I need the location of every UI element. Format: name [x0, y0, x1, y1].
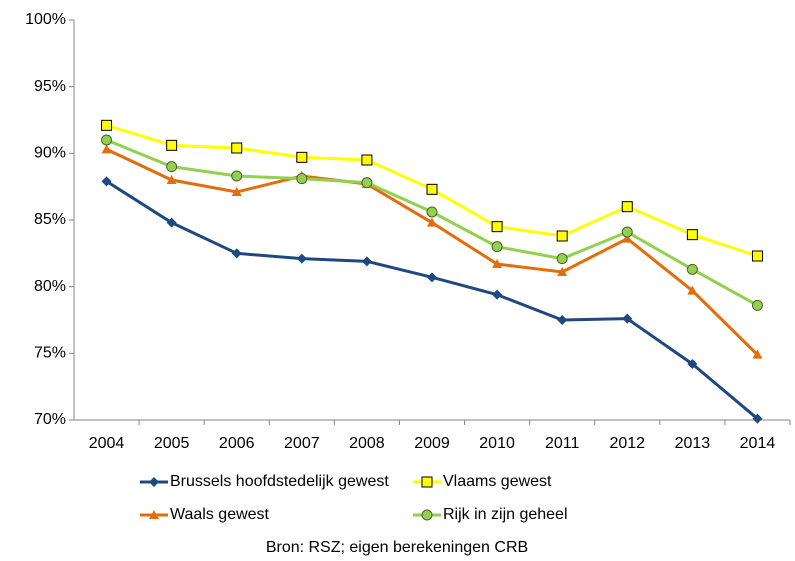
source-note: Bron: RSZ; eigen berekeningen CRB: [266, 539, 528, 556]
x-tick-label: 2012: [609, 435, 645, 452]
data-point: [556, 253, 568, 265]
data-point: [491, 241, 503, 253]
data-point: [426, 206, 438, 218]
data-point: [166, 175, 177, 184]
data-point: [622, 233, 633, 243]
data-point: [231, 142, 243, 154]
data-point: [557, 267, 568, 276]
x-tick-label: 2005: [154, 435, 190, 452]
data-point: [296, 151, 308, 163]
data-point: [751, 299, 763, 311]
y-tick-label: 70%: [34, 411, 66, 428]
x-tick-label: 2008: [349, 435, 385, 452]
x-tick-label: 2011: [545, 435, 580, 452]
data-point: [492, 289, 503, 300]
data-point: [687, 285, 698, 295]
y-tick-label: 90%: [34, 145, 66, 162]
data-point: [492, 259, 503, 268]
data-point: [166, 217, 177, 228]
x-tick-label: 2004: [89, 435, 125, 452]
data-point: [361, 177, 373, 189]
data-point: [101, 119, 113, 131]
legend-marker: [149, 477, 159, 487]
data-point: [687, 359, 698, 369]
data-point: [166, 161, 178, 173]
data-point: [231, 248, 242, 259]
legend-label: Waals gewest: [170, 506, 270, 523]
data-point: [427, 272, 437, 283]
data-point: [622, 313, 633, 324]
data-point: [491, 221, 503, 233]
data-point: [751, 250, 763, 262]
x-tick-label: 2007: [284, 435, 320, 452]
data-point: [426, 183, 438, 195]
data-point: [101, 134, 113, 146]
legend-marker: [421, 509, 433, 521]
data-point: [296, 253, 307, 264]
data-point: [101, 144, 112, 154]
y-tick-label: 80%: [34, 278, 66, 295]
x-tick-label: 2006: [219, 435, 255, 452]
x-tick-label: 2010: [479, 435, 515, 452]
data-point: [231, 170, 243, 182]
data-point: [686, 263, 698, 275]
data-point: [166, 139, 178, 151]
data-point: [556, 230, 568, 242]
x-tick-label: 2014: [740, 435, 776, 452]
data-point: [101, 176, 112, 187]
y-tick-label: 75%: [34, 345, 66, 362]
legend-label: Brussels hoofdstedelijk gewest: [170, 473, 389, 490]
x-tick-label: 2013: [675, 435, 711, 452]
x-tick-label: 2009: [414, 435, 450, 452]
data-point: [686, 229, 698, 241]
data-point: [427, 217, 437, 227]
data-point: [361, 154, 373, 166]
legend-label: Vlaams gewest: [443, 473, 552, 490]
data-point: [231, 187, 242, 196]
data-point: [296, 173, 308, 185]
y-tick-label: 100%: [25, 11, 66, 28]
data-point: [621, 226, 633, 238]
y-tick-label: 95%: [34, 78, 66, 95]
data-point: [361, 256, 372, 267]
legend-marker: [149, 510, 159, 519]
data-point: [557, 315, 568, 325]
legend-marker: [421, 476, 433, 488]
y-tick-label: 85%: [34, 211, 66, 228]
data-point: [752, 413, 763, 424]
data-point: [752, 349, 763, 359]
data-point: [621, 201, 633, 213]
legend-label: Rijk in zijn geheel: [443, 506, 568, 523]
